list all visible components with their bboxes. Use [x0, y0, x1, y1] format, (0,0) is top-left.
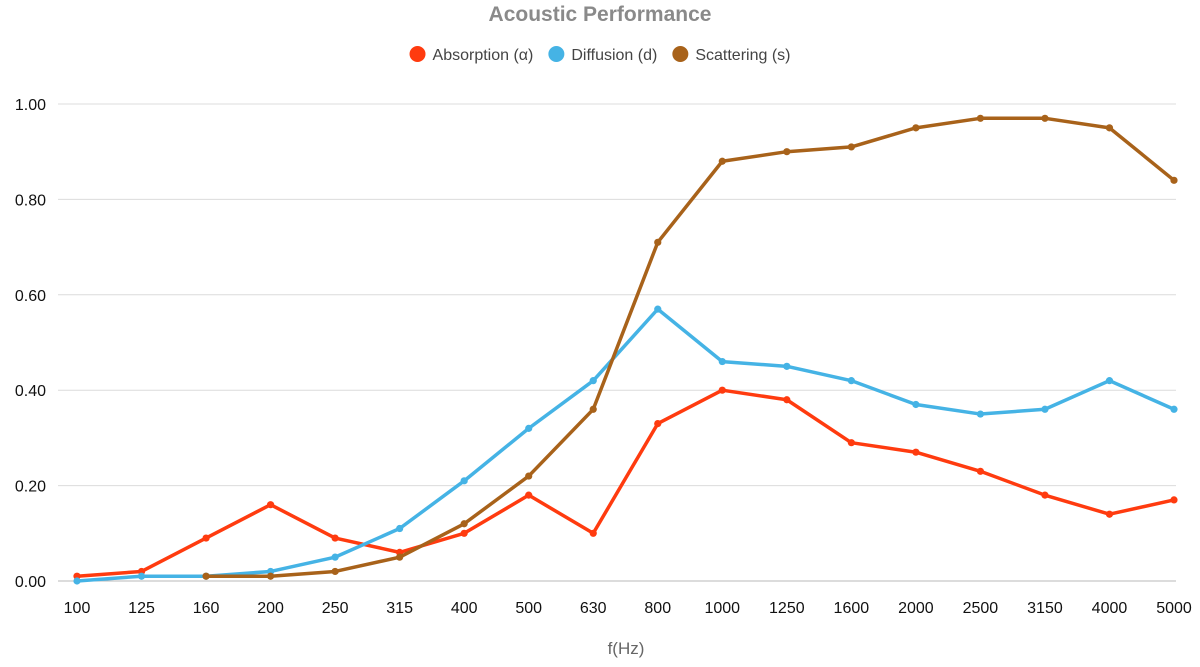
- x-tick-label: 630: [580, 600, 607, 617]
- series-line: [75, 388, 1176, 578]
- y-tick-label: 0.40: [15, 383, 46, 400]
- data-point: [912, 124, 920, 132]
- data-point: [525, 424, 533, 432]
- x-tick-label: 400: [451, 600, 478, 617]
- data-point: [266, 572, 275, 580]
- data-point: [73, 577, 81, 585]
- data-point: [396, 553, 404, 561]
- data-point: [847, 377, 855, 385]
- data-point: [202, 572, 210, 580]
- data-point: [718, 357, 726, 366]
- series-line: [75, 307, 1176, 583]
- data-point: [1105, 124, 1114, 132]
- chart-legend: Absorption (α) Diffusion (d) Scattering (s…: [409, 46, 790, 64]
- data-point: [266, 501, 275, 509]
- data-point: [1170, 496, 1178, 504]
- data-point: [1170, 176, 1178, 184]
- data-point: [1105, 510, 1114, 518]
- data-point: [331, 534, 339, 542]
- data-point: [1041, 114, 1049, 122]
- y-axis-tick-labels: 0.00 0.20 0.40 0.60 0.80 1.00: [15, 97, 46, 591]
- x-tick-label: 250: [322, 600, 349, 617]
- data-point: [1041, 405, 1049, 413]
- data-point: [525, 472, 533, 480]
- x-tick-label: 500: [515, 600, 542, 617]
- legend-marker: [548, 46, 565, 62]
- data-point: [783, 148, 791, 156]
- x-tick-label: 200: [257, 600, 284, 617]
- data-point: [137, 572, 146, 580]
- x-tick-label: 1000: [704, 600, 740, 617]
- data-point: [1170, 405, 1178, 413]
- data-point: [654, 419, 662, 428]
- data-point: [202, 534, 210, 542]
- legend-item: Scattering (s): [672, 46, 790, 64]
- x-tick-label: 1250: [769, 600, 805, 617]
- data-point: [718, 157, 726, 165]
- y-tick-label: 0.60: [15, 288, 46, 305]
- data-point: [460, 520, 468, 528]
- series-2: [73, 305, 1178, 585]
- data-point: [1105, 377, 1114, 385]
- legend-item: Absorption (α): [409, 46, 534, 64]
- data-point: [331, 553, 339, 561]
- series-lines: [73, 114, 1178, 585]
- y-gridlines: [58, 103, 1176, 582]
- data-point: [654, 238, 662, 246]
- data-point: [912, 448, 920, 456]
- x-tick-label: 160: [193, 600, 220, 617]
- y-tick-label: 0.80: [15, 192, 46, 209]
- legend-label: Absorption (α): [433, 47, 534, 64]
- data-point: [847, 143, 855, 151]
- legend-marker: [672, 46, 689, 62]
- legend-item: Diffusion (d): [548, 46, 657, 64]
- series-line: [204, 116, 1176, 578]
- data-point: [396, 524, 404, 533]
- chart-title: Acoustic Performance: [489, 3, 712, 26]
- data-point: [460, 477, 468, 485]
- data-point: [589, 405, 597, 413]
- data-point: [976, 114, 985, 122]
- x-tick-label: 315: [386, 600, 413, 617]
- data-point: [460, 529, 468, 537]
- data-point: [331, 567, 339, 576]
- data-point: [783, 396, 791, 404]
- data-point: [718, 386, 726, 394]
- data-point: [589, 529, 597, 537]
- data-point: [912, 400, 920, 409]
- x-tick-label: 125: [128, 600, 155, 617]
- data-point: [589, 377, 597, 385]
- x-axis-title: f(Hz): [608, 639, 645, 658]
- legend-label: Scattering (s): [695, 47, 790, 64]
- data-point: [654, 305, 662, 313]
- legend-marker: [409, 46, 426, 62]
- data-point: [525, 491, 533, 499]
- x-tick-label: 800: [644, 600, 671, 617]
- x-tick-label: 2000: [898, 600, 934, 617]
- data-point: [976, 467, 985, 475]
- x-tick-label: 3150: [1027, 600, 1063, 617]
- data-point: [847, 439, 855, 447]
- series-1: [73, 386, 1178, 580]
- x-tick-label: 2500: [963, 600, 999, 617]
- y-tick-label: 0.20: [15, 479, 46, 496]
- y-tick-label: 1.00: [15, 97, 46, 114]
- legend-label: Diffusion (d): [571, 47, 657, 64]
- x-tick-label: 100: [64, 600, 91, 617]
- data-point: [976, 410, 985, 418]
- data-point: [783, 362, 791, 370]
- x-tick-label: 4000: [1092, 600, 1128, 617]
- x-axis-tick-labels: 100 125 160 200 250 315 400 500 630 800 1000 1250 16…: [64, 600, 1192, 617]
- y-tick-label: 0.00: [15, 574, 46, 591]
- data-point: [1041, 491, 1049, 499]
- x-tick-label: 1600: [834, 600, 870, 617]
- series-3: [202, 114, 1178, 580]
- x-tick-label: 5000: [1156, 600, 1192, 617]
